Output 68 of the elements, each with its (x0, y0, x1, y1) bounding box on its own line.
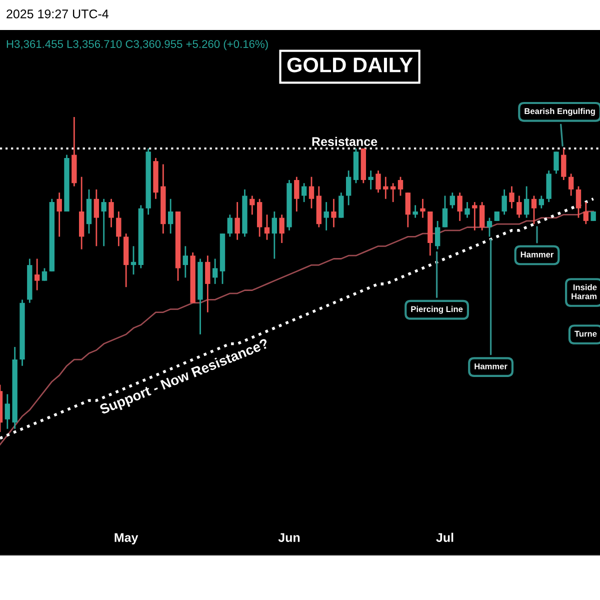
annotation: Turne (574, 330, 597, 337)
candlestick (108, 198, 114, 228)
annotation: Piercing Line (411, 306, 463, 314)
candlestick (130, 245, 136, 276)
candlestick (56, 192, 62, 238)
candlestick (502, 188, 507, 216)
candlestick (531, 195, 537, 225)
candlestick (412, 204, 418, 218)
candlestick (116, 210, 122, 247)
candlestick (168, 198, 174, 234)
candlestick (250, 195, 255, 216)
candlestick (457, 192, 462, 222)
candlestick (294, 176, 300, 212)
candlestick (509, 186, 514, 210)
candlestick (516, 195, 522, 218)
candlestick (479, 201, 485, 232)
candlestick (234, 201, 240, 241)
candlestick (301, 182, 307, 203)
candlestick (398, 176, 404, 196)
candlestick (472, 201, 478, 232)
candlestick (331, 198, 336, 228)
candlestick (494, 210, 500, 222)
candlestick (390, 182, 396, 203)
candlestick (376, 170, 381, 194)
text: 2025 19:27 UTC-4 (6, 10, 108, 18)
candlestick (272, 210, 278, 260)
candlestick (338, 192, 344, 218)
candlestick (524, 186, 530, 218)
candlestick (101, 198, 106, 247)
candlestick (434, 220, 440, 250)
candlestick (324, 201, 329, 232)
candlestick (94, 188, 100, 247)
candlestick (308, 176, 314, 210)
candlestick (34, 258, 40, 291)
candlestick (264, 214, 270, 241)
candlestick (464, 201, 470, 218)
x-tick-label: May (114, 533, 138, 544)
candlestick (554, 150, 559, 174)
candlestick (450, 192, 456, 210)
x-tick-label: Jun (278, 533, 300, 542)
candlestick (568, 173, 574, 196)
annotation: Hammer (520, 252, 554, 258)
candlestick (405, 192, 411, 228)
candlestick (420, 198, 426, 218)
candlestick (590, 210, 596, 222)
candlestick (486, 217, 492, 238)
ref-line-label: Resistance (312, 136, 378, 146)
chart-title: GOLD DAILY (287, 58, 413, 72)
candlestick (538, 195, 544, 210)
annotation: Bearish Engulfing (524, 108, 595, 116)
candlestick (368, 170, 374, 190)
candlestick (227, 214, 233, 238)
candlestick (205, 254, 210, 313)
candlestick (4, 394, 10, 430)
annotation: Inside Haram (572, 284, 597, 300)
candlestick (279, 214, 284, 244)
candlestick (212, 258, 218, 285)
candlestick (583, 201, 589, 225)
annotation: Hammer (474, 363, 508, 370)
candlestick (42, 268, 48, 282)
candlestick (576, 186, 582, 218)
candlestick (182, 245, 188, 278)
candlestick (561, 148, 566, 181)
text: H3,361.455 L3,356.710 C3,360.955 +5.260 (+0.16%) (6, 40, 268, 50)
candlestick (346, 170, 352, 206)
candlestick (442, 195, 448, 228)
candlestick (383, 176, 388, 200)
x-tick-label: Jul (436, 532, 454, 542)
